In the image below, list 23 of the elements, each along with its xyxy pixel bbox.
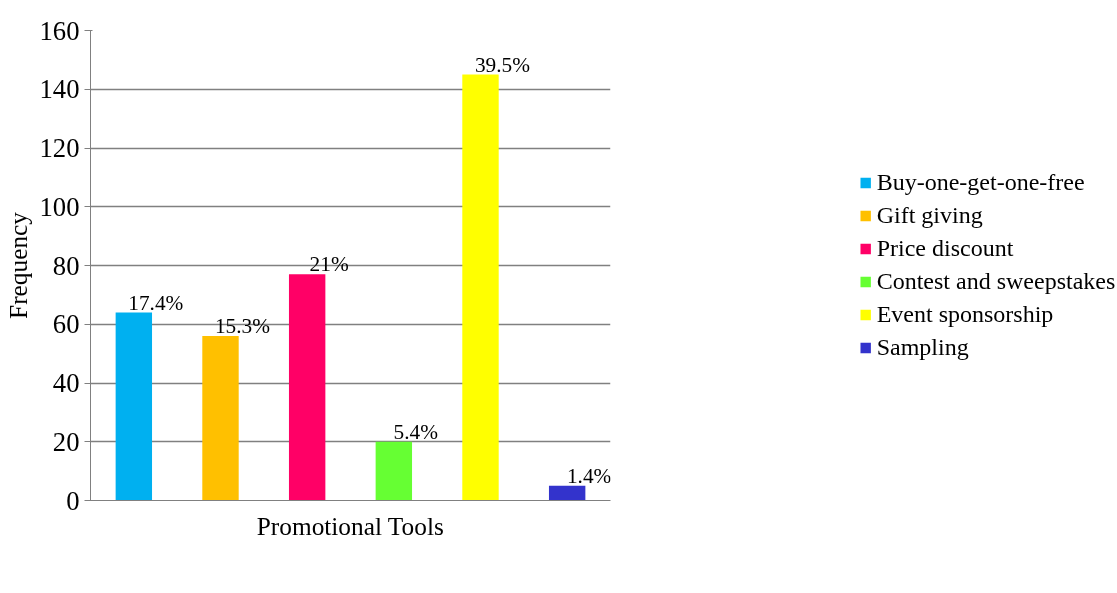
y-tick-label: 160 [39,15,80,46]
legend-label: Price discount [876,235,1014,262]
y-tick-label: 60 [52,309,80,340]
annotation: 39.5% [474,52,531,77]
x-axis-title: Promotional Tools [256,511,444,540]
y-tick-label: 80 [52,250,80,281]
y-tick-label: 140 [39,74,80,105]
y-tick-label: 100 [39,191,80,222]
y-tick-label: 120 [39,133,80,163]
legend-label: Contest and sweepstakes [876,268,1116,295]
annotation: 5.4% [393,419,439,444]
legend-label: Sampling [876,334,969,361]
y-axis-title: Frequency [3,211,32,319]
legend-label: Event sponsorship [876,301,1054,328]
annotation: 1.4% [566,463,612,488]
y-tick-label: 40 [52,368,80,398]
annotation: 15.3% [214,314,271,338]
legend-label: Gift giving [876,202,983,229]
y-tick-label: 20 [52,426,80,457]
annotation: 17.4% [128,290,184,315]
y-tick-label: 0 [66,485,80,516]
legend-label: Buy-one-get-one-free [876,169,1085,196]
annotation: 21% [309,252,349,277]
